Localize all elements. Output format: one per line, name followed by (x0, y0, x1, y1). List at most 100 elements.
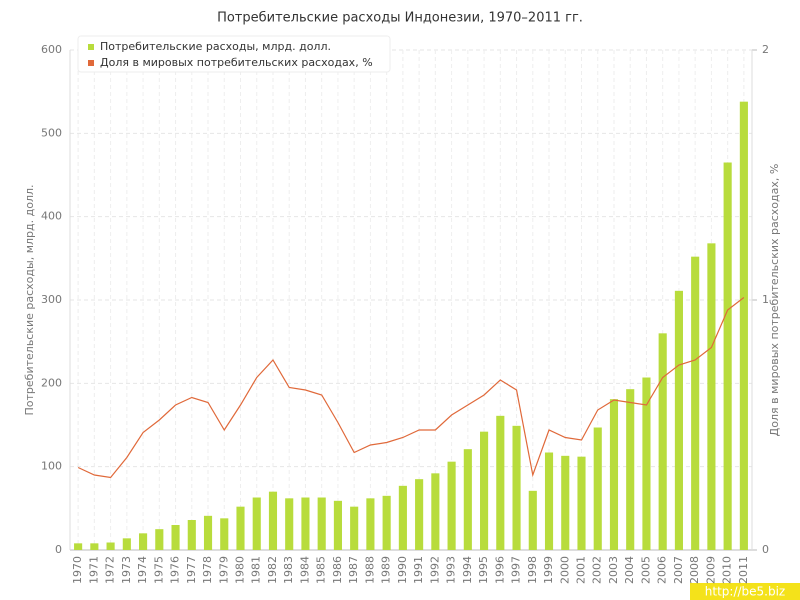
x-tick-label: 2002 (591, 556, 604, 584)
legend-label: Потребительские расходы, млрд. долл. (100, 40, 331, 53)
bar (74, 543, 83, 550)
x-tick-label: 1987 (347, 556, 360, 584)
x-tick-label: 1970 (71, 556, 84, 584)
x-tick-label: 2000 (558, 556, 571, 584)
y-tick-label: 200 (41, 376, 62, 389)
bar (658, 333, 667, 550)
legend-box (77, 35, 391, 73)
x-tick-label: 2009 (704, 556, 717, 584)
bar (593, 427, 602, 550)
bar (285, 498, 294, 550)
x-tick-label: 2003 (607, 556, 620, 584)
bar (382, 495, 391, 550)
bar (431, 473, 440, 550)
bar (252, 497, 261, 550)
bar (187, 520, 196, 550)
bar (398, 485, 407, 550)
x-tick-label: 1997 (510, 556, 523, 584)
legend-label: Доля в мировых потребительских расходах,… (100, 56, 373, 69)
x-tick-label: 2006 (656, 556, 669, 584)
x-tick-label: 2008 (688, 556, 701, 584)
bar (447, 461, 456, 550)
bar (512, 425, 521, 550)
bar (609, 399, 619, 550)
bar (707, 243, 716, 551)
bar (691, 256, 700, 550)
line (77, 297, 745, 479)
y-axis-label: Потребительские расходы, млрд. долл. (23, 185, 36, 416)
watermark-box (690, 583, 800, 600)
x-tick-label: 1996 (493, 556, 506, 584)
bar (203, 515, 213, 550)
bar (528, 490, 537, 550)
bar (139, 533, 148, 550)
bar (220, 518, 229, 550)
y-tick-label: 600 (41, 43, 62, 56)
legend: Потребительские расходы, млрд. долл. Доля… (77, 35, 391, 73)
x-tick-label: 2011 (737, 556, 750, 584)
chart-title: Потребительские расходы Индонезии, 1970–… (217, 11, 583, 26)
bar (463, 449, 472, 550)
x-tick-label: 1984 (298, 556, 311, 584)
legend-swatch (88, 44, 94, 50)
x-tick-label: 1972 (104, 556, 117, 584)
y-tick-label: 500 (41, 126, 62, 139)
y-tick-label: 400 (41, 210, 62, 223)
bar (723, 162, 732, 550)
x-tick-label: 1999 (542, 556, 555, 584)
bar (122, 538, 131, 550)
x-tick-label: 2007 (672, 556, 685, 584)
x-tick-label: 1983 (282, 556, 295, 584)
x-tick-label: 1992 (428, 556, 441, 584)
bar (544, 452, 554, 550)
bar (301, 497, 310, 550)
bar (561, 455, 570, 550)
x-tick-label: 1991 (412, 556, 425, 584)
x-tick-label: 1971 (87, 556, 100, 584)
x-tick-label: 2010 (721, 556, 734, 584)
y-tick-label: 0 (55, 543, 62, 556)
bar (674, 290, 683, 550)
bar (106, 542, 115, 550)
bar (626, 389, 635, 550)
x-tick-label: 2001 (575, 556, 588, 584)
y2-axis-label: Доля в мировых потребительских расходах,… (768, 164, 781, 437)
bar (155, 529, 164, 550)
bar (739, 101, 748, 551)
x-tick-label: 1985 (315, 556, 328, 584)
x-tick-label: 1978 (201, 556, 214, 584)
bar (236, 506, 245, 550)
x-tick-label: 1981 (250, 556, 263, 584)
x-tick-label: 1974 (136, 556, 149, 584)
bar (415, 479, 424, 550)
x-tick-label: 1990 (396, 556, 409, 584)
x-tick-label: 1989 (380, 556, 393, 584)
bar (350, 506, 359, 550)
x-tick-label: 1993 (445, 556, 458, 584)
bar (90, 543, 99, 550)
y2-tick-label: 1 (762, 293, 769, 306)
x-tick-label: 1980 (234, 556, 247, 584)
x-tick-label: 1977 (185, 556, 198, 584)
bar (268, 491, 278, 550)
bar (642, 377, 651, 550)
x-tick-label: 1979 (217, 556, 230, 584)
bar (577, 456, 586, 550)
x-tick-label: 1994 (461, 556, 474, 584)
x-tick-label: 1995 (477, 556, 490, 584)
bar (171, 525, 180, 550)
x-tick-label: 1998 (526, 556, 539, 584)
x-tick-label: 2005 (639, 556, 652, 584)
bar (317, 497, 326, 550)
y-tick-label: 300 (41, 293, 62, 306)
x-tick-label: 2004 (623, 556, 636, 584)
y-tick-label: 100 (41, 460, 62, 473)
bar (480, 431, 489, 550)
bar (496, 415, 505, 550)
bar (333, 500, 342, 550)
x-tick-label: 1973 (120, 556, 133, 584)
y2-tick-label: 0 (762, 543, 769, 556)
bar (366, 498, 375, 550)
